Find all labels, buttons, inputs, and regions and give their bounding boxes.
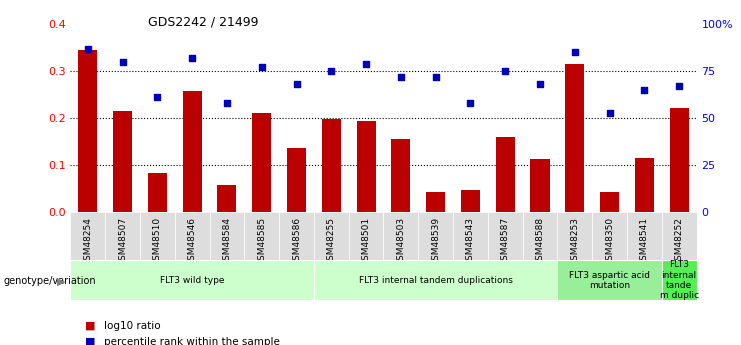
Bar	[384, 212, 418, 260]
Point	[395, 74, 407, 80]
Text: FLT3 aspartic acid
mutation: FLT3 aspartic acid mutation	[569, 270, 650, 290]
Point	[82, 46, 93, 51]
Bar	[79, 50, 97, 212]
Bar	[322, 119, 341, 212]
Point	[430, 74, 442, 80]
Text: GSM48350: GSM48350	[605, 217, 614, 266]
Bar	[182, 91, 202, 212]
Point	[290, 81, 302, 87]
Text: ■: ■	[85, 321, 96, 331]
Bar	[245, 212, 279, 260]
Text: GSM48587: GSM48587	[501, 217, 510, 266]
Text: GSM48507: GSM48507	[118, 217, 127, 266]
Text: GSM48585: GSM48585	[257, 217, 266, 266]
Bar	[140, 212, 175, 260]
Point	[465, 100, 476, 106]
Text: GSM48510: GSM48510	[153, 217, 162, 266]
Bar	[531, 159, 550, 212]
Bar	[279, 212, 314, 260]
Text: GSM48253: GSM48253	[571, 217, 579, 266]
Point	[116, 59, 128, 65]
Text: GDS2242 / 21499: GDS2242 / 21499	[148, 16, 259, 29]
Text: GSM48543: GSM48543	[466, 217, 475, 266]
Point	[604, 110, 616, 115]
Bar	[147, 173, 167, 212]
Bar	[557, 212, 592, 260]
Text: percentile rank within the sample: percentile rank within the sample	[104, 337, 279, 345]
Text: FLT3
internal
tande
m duplic: FLT3 internal tande m duplic	[659, 260, 699, 300]
Point	[569, 50, 581, 55]
Point	[151, 95, 163, 100]
Text: GSM48541: GSM48541	[640, 217, 649, 266]
Bar	[488, 212, 522, 260]
Text: GSM48586: GSM48586	[292, 217, 301, 266]
Bar	[627, 212, 662, 260]
Text: GSM48252: GSM48252	[674, 217, 684, 266]
Point	[360, 61, 372, 66]
Text: GSM48503: GSM48503	[396, 217, 405, 266]
Bar	[217, 185, 236, 212]
Text: GSM48539: GSM48539	[431, 217, 440, 266]
Bar	[175, 212, 210, 260]
Point	[186, 55, 198, 61]
Bar	[210, 212, 245, 260]
Bar	[426, 192, 445, 212]
Point	[221, 100, 233, 106]
Bar	[522, 212, 557, 260]
Text: log10 ratio: log10 ratio	[104, 321, 160, 331]
Bar	[349, 212, 384, 260]
Text: ▶: ▶	[57, 276, 65, 286]
Text: GSM48588: GSM48588	[536, 217, 545, 266]
Point	[674, 83, 685, 89]
Bar	[391, 139, 411, 212]
Text: GSM48255: GSM48255	[327, 217, 336, 266]
Text: GSM48254: GSM48254	[83, 217, 93, 266]
Text: FLT3 internal tandem duplications: FLT3 internal tandem duplications	[359, 276, 513, 285]
Bar	[252, 112, 271, 212]
Bar	[70, 212, 105, 260]
Bar	[635, 158, 654, 212]
Point	[639, 87, 651, 93]
Bar	[314, 260, 557, 300]
Bar	[70, 260, 314, 300]
Point	[534, 81, 546, 87]
Bar	[670, 108, 688, 212]
Bar	[105, 212, 140, 260]
Bar	[592, 212, 627, 260]
Bar	[418, 212, 453, 260]
Bar	[356, 120, 376, 212]
Text: FLT3 wild type: FLT3 wild type	[160, 276, 225, 285]
Bar	[662, 260, 697, 300]
Bar	[662, 212, 697, 260]
Bar	[461, 190, 480, 212]
Text: GSM48501: GSM48501	[362, 217, 370, 266]
Point	[325, 68, 337, 74]
Bar	[287, 148, 306, 212]
Bar	[600, 193, 619, 212]
Bar	[557, 260, 662, 300]
Bar	[565, 64, 585, 212]
Point	[499, 68, 511, 74]
Bar	[453, 212, 488, 260]
Bar	[314, 212, 349, 260]
Text: genotype/variation: genotype/variation	[4, 276, 96, 286]
Bar	[113, 111, 132, 212]
Text: GSM48546: GSM48546	[187, 217, 196, 266]
Text: GSM48584: GSM48584	[222, 217, 231, 266]
Point	[256, 65, 268, 70]
Bar	[496, 137, 515, 212]
Text: ■: ■	[85, 337, 96, 345]
